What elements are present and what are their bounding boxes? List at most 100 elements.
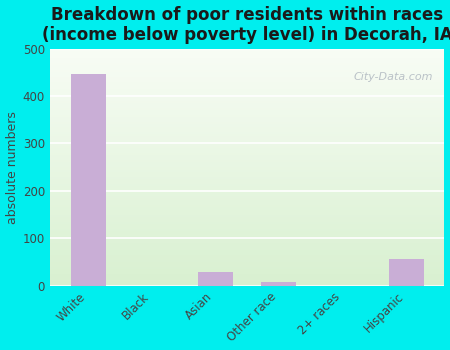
Bar [50,96,445,98]
Bar [50,203,445,205]
Bar [50,70,445,72]
Bar [50,72,445,75]
Bar [50,144,445,146]
Bar [50,98,445,101]
Bar [50,139,445,141]
Bar [50,179,445,181]
Bar [50,264,445,267]
Bar [50,68,445,70]
Bar [50,169,445,172]
Bar [50,94,445,96]
Bar [50,160,445,162]
Bar [50,122,445,125]
Bar [50,172,445,174]
Bar [50,224,445,226]
Bar [50,259,445,262]
Bar [50,150,445,153]
Bar [50,233,445,236]
Bar [50,245,445,248]
Bar [50,184,445,186]
Bar [50,188,445,191]
Bar [50,279,445,281]
Bar [50,177,445,179]
Text: City-Data.com: City-Data.com [353,72,432,82]
Bar [50,283,445,286]
Bar [50,217,445,219]
Bar [50,155,445,158]
Bar [198,272,233,286]
Bar [50,191,445,193]
Bar [50,79,445,82]
Bar [50,82,445,84]
Bar [50,255,445,257]
Bar [50,212,445,215]
Bar [50,248,445,250]
Bar [50,236,445,238]
Bar [50,51,445,54]
Bar [389,259,424,286]
Bar [50,77,445,79]
Bar [50,186,445,188]
Bar [50,200,445,203]
Bar [50,86,445,89]
Bar [50,229,445,231]
Bar [71,74,105,286]
Bar [50,108,445,110]
Bar [50,117,445,120]
Bar [50,198,445,200]
Bar [50,127,445,129]
Bar [50,267,445,269]
Bar [50,110,445,113]
Bar [50,269,445,271]
Bar [50,115,445,117]
Bar [50,257,445,259]
Bar [50,120,445,122]
Bar [50,219,445,222]
Y-axis label: absolute numbers: absolute numbers [5,111,18,224]
Bar [50,54,445,56]
Bar [50,103,445,106]
Bar [50,250,445,252]
Bar [50,276,445,279]
Bar [50,91,445,94]
Bar [50,153,445,155]
Bar [50,132,445,134]
Bar [50,136,445,139]
Bar [50,252,445,255]
Bar [50,274,445,276]
Bar [50,231,445,233]
Bar [50,89,445,91]
Bar [50,226,445,229]
Bar [50,205,445,208]
Bar [50,162,445,165]
Bar [50,101,445,103]
Bar [50,243,445,245]
Bar [50,238,445,240]
Bar [50,222,445,224]
Bar [50,56,445,58]
Bar [50,193,445,196]
Bar [50,208,445,210]
Bar [50,240,445,243]
Bar [50,141,445,144]
Bar [50,61,445,63]
Bar [50,262,445,264]
Bar [50,146,445,148]
Bar [50,113,445,115]
Bar [50,196,445,198]
Bar [50,134,445,136]
Bar [50,281,445,283]
Bar [50,158,445,160]
Bar [50,174,445,177]
Bar [50,49,445,51]
Bar [50,181,445,184]
Bar [50,210,445,212]
Bar [50,84,445,86]
Bar [50,165,445,167]
Bar [50,75,445,77]
Bar [50,65,445,68]
Title: Breakdown of poor residents within races
(income below poverty level) in Decorah: Breakdown of poor residents within races… [42,6,450,44]
Bar [50,63,445,65]
Bar [50,125,445,127]
Bar [50,215,445,217]
